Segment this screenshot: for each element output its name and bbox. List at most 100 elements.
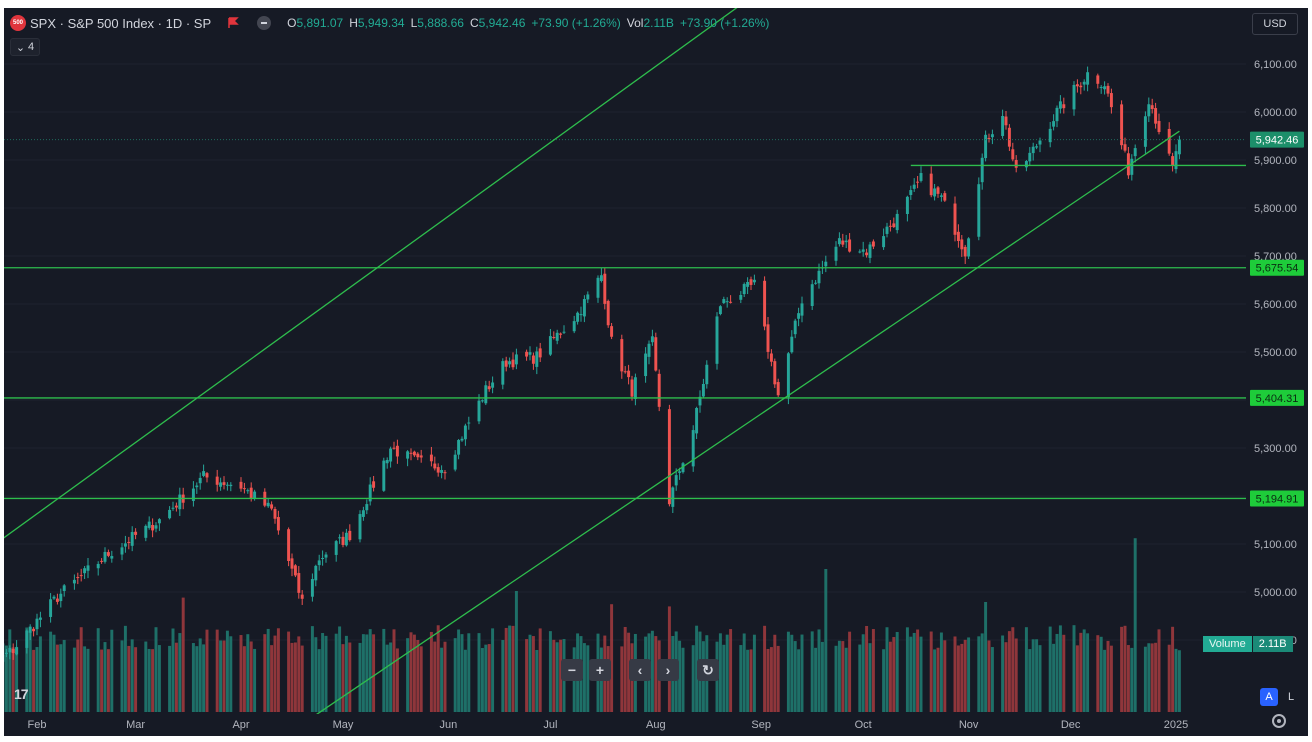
scroll-left-button[interactable]: ‹ bbox=[629, 659, 651, 681]
candle-body bbox=[1167, 128, 1171, 154]
candle-body bbox=[800, 303, 804, 316]
volume-bar bbox=[528, 634, 532, 712]
volume-bar bbox=[586, 645, 590, 712]
volume-bar bbox=[174, 642, 178, 712]
candle-body bbox=[861, 249, 865, 252]
indicators-toggle[interactable]: ⌄ 4 bbox=[10, 38, 40, 56]
candle-body bbox=[1072, 84, 1076, 110]
price-tick-label: 6,100.00 bbox=[1254, 59, 1297, 71]
candle-body bbox=[62, 585, 66, 592]
candle-body bbox=[484, 385, 488, 404]
volume-bar bbox=[582, 643, 586, 712]
volume-bar bbox=[1014, 638, 1018, 712]
volume-bar bbox=[746, 649, 750, 712]
chart-panel[interactable]: 6,100.00 6,000.00 5,900.00 5,800.00 5,700.00… bbox=[4, 8, 1308, 736]
candle-body bbox=[4, 652, 8, 654]
volume-bar bbox=[157, 645, 161, 712]
candle-body bbox=[919, 173, 923, 181]
zoom-in-button[interactable]: + bbox=[589, 659, 611, 681]
volume-bar bbox=[1150, 643, 1154, 712]
volume-bar bbox=[895, 631, 899, 712]
volume-bar bbox=[531, 636, 535, 712]
volume-bar bbox=[110, 629, 114, 712]
candle-body bbox=[837, 238, 841, 245]
volume-bar bbox=[1007, 631, 1011, 712]
volume-bar bbox=[28, 632, 32, 712]
volume-bar bbox=[868, 643, 872, 712]
candle-body bbox=[467, 422, 471, 424]
candle-body bbox=[1130, 158, 1134, 175]
volume-bar bbox=[800, 634, 804, 712]
volume-bar bbox=[525, 639, 529, 712]
volume-bar bbox=[1143, 646, 1147, 712]
volume-bar bbox=[650, 630, 654, 712]
volume-bar bbox=[480, 648, 484, 712]
candle-body bbox=[960, 239, 964, 250]
volume-bar bbox=[293, 642, 297, 712]
candle-body bbox=[406, 451, 410, 459]
candle-body bbox=[202, 471, 206, 476]
time-axis[interactable]: Feb Mar Apr May Jun Jul Aug Sep Oct Nov Dec 2025 bbox=[4, 714, 1246, 736]
volume-bar bbox=[25, 627, 29, 712]
gear-icon[interactable] bbox=[1272, 714, 1286, 728]
currency-selector[interactable]: USD bbox=[1252, 13, 1298, 35]
flag-icon[interactable] bbox=[227, 17, 239, 29]
price-chart[interactable]: 6,100.006,000.005,900.005,800.005,700.00… bbox=[4, 8, 1308, 736]
volume-bar bbox=[1031, 639, 1035, 712]
auto-scale-button[interactable]: A bbox=[1260, 688, 1278, 706]
volume-bar bbox=[817, 629, 821, 712]
volume-bar bbox=[96, 628, 100, 712]
candle-body bbox=[1082, 81, 1086, 85]
candle-body bbox=[83, 568, 87, 574]
price-axis[interactable]: 6,100.006,000.005,900.005,800.005,700.00… bbox=[1246, 8, 1308, 736]
candle-body bbox=[953, 203, 957, 235]
candle-body bbox=[338, 537, 342, 539]
candle-body bbox=[929, 173, 933, 196]
candle-body bbox=[1024, 161, 1028, 168]
volume-bar bbox=[76, 639, 80, 712]
volume-bar bbox=[1103, 649, 1107, 712]
volume-bar bbox=[1038, 645, 1042, 712]
candle-body bbox=[841, 240, 845, 245]
candle-body bbox=[725, 301, 729, 303]
scroll-right-button[interactable]: › bbox=[657, 659, 679, 681]
volume-bar bbox=[905, 627, 909, 712]
zoom-out-button[interactable]: − bbox=[561, 659, 583, 681]
candle-body bbox=[698, 396, 702, 406]
volume-bar bbox=[1024, 627, 1028, 712]
price-axis-background bbox=[1246, 8, 1308, 736]
trend-line-upper bbox=[4, 8, 738, 539]
candle-body bbox=[28, 626, 32, 633]
candle-body bbox=[440, 469, 444, 473]
candle-body bbox=[1123, 144, 1127, 151]
volume-bar bbox=[392, 629, 396, 712]
volume-bar bbox=[1133, 538, 1137, 712]
candle-body bbox=[1052, 121, 1056, 127]
time-tick-label: Aug bbox=[646, 719, 666, 731]
symbol-logo[interactable]: 500 bbox=[10, 15, 26, 31]
volume-bar bbox=[763, 625, 767, 712]
candle-body bbox=[35, 618, 39, 630]
candle-body bbox=[134, 531, 138, 535]
volume-bar bbox=[276, 628, 280, 712]
volume-bar bbox=[1062, 634, 1066, 712]
volume-bar bbox=[198, 638, 202, 712]
volume-bar bbox=[11, 647, 15, 712]
candle-body bbox=[967, 238, 971, 257]
candle-body bbox=[276, 517, 280, 531]
candle-body bbox=[865, 252, 869, 256]
candle-body bbox=[814, 282, 818, 284]
candle-body bbox=[463, 425, 467, 440]
ohlc-key: C bbox=[469, 16, 479, 30]
candle-body bbox=[848, 239, 852, 252]
reset-chart-button[interactable]: ↻ bbox=[697, 659, 719, 681]
tradingview-logo[interactable]: 17 bbox=[14, 686, 29, 702]
volume-bar bbox=[820, 641, 824, 712]
volume-bar bbox=[433, 641, 437, 712]
symbol-title[interactable]: SPX · S&P 500 Index · 1D · SP bbox=[30, 15, 212, 31]
volume-bar bbox=[429, 631, 433, 712]
log-scale-button[interactable]: L bbox=[1287, 691, 1295, 703]
candle-body bbox=[32, 628, 36, 632]
candle-body bbox=[1103, 86, 1107, 90]
volume-bar bbox=[477, 633, 481, 712]
